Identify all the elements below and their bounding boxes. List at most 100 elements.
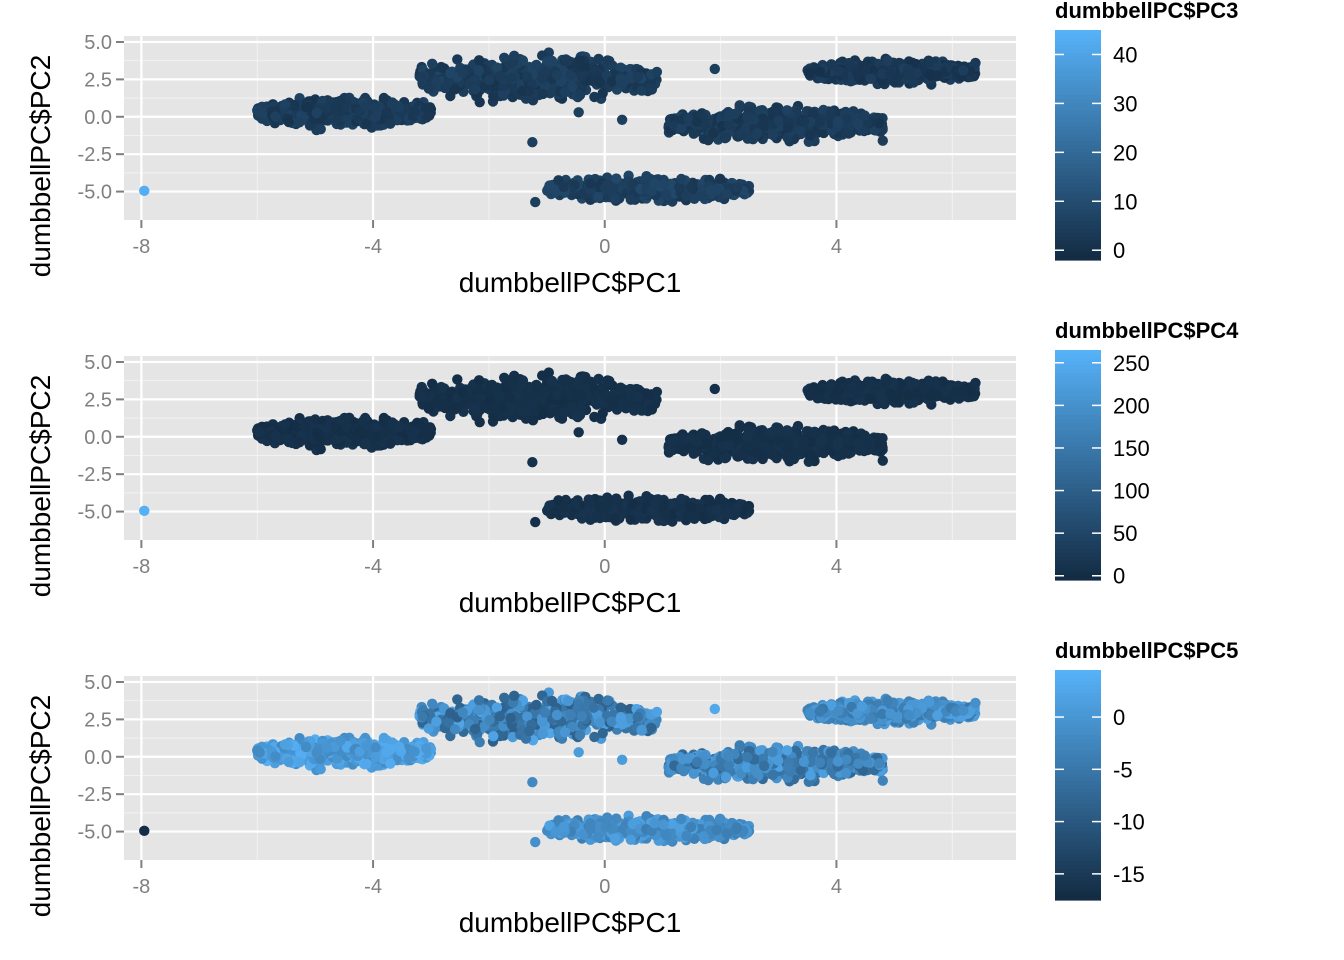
data-point (509, 370, 520, 381)
data-point (840, 127, 852, 139)
data-point (370, 431, 381, 443)
data-point (449, 84, 461, 95)
data-point (720, 452, 732, 463)
legend-tick-label: 20 (1113, 140, 1137, 165)
legend-gradient-step (1055, 206, 1101, 211)
data-point (294, 117, 305, 128)
data-point (597, 88, 608, 99)
legend-gradient-step (1055, 45, 1101, 50)
data-point (773, 435, 784, 446)
data-point (714, 493, 726, 504)
data-point (932, 70, 943, 81)
data-point (865, 73, 877, 85)
x-tick-label: -4 (364, 236, 382, 258)
data-point (602, 55, 613, 66)
data-point (551, 389, 563, 401)
data-point (574, 409, 586, 421)
data-point (742, 111, 753, 123)
data-point (723, 439, 735, 451)
data-point (452, 54, 463, 65)
data-point (832, 116, 844, 127)
legend-gradient-step (1055, 72, 1101, 77)
data-point (457, 387, 468, 398)
legend-gradient-step (1055, 175, 1101, 181)
data-point (759, 120, 770, 132)
data-point (254, 107, 265, 118)
data-point (681, 510, 692, 522)
data-point (606, 76, 617, 87)
legend-gradient-step (1055, 76, 1101, 81)
data-point (565, 69, 576, 81)
legend-gradient-step (1055, 194, 1101, 200)
data-point (546, 55, 558, 67)
data-point (488, 411, 499, 422)
data-point (300, 421, 312, 433)
data-point (385, 118, 396, 129)
x-tick-label: 0 (599, 236, 610, 258)
data-point (311, 427, 322, 439)
data-point (720, 132, 732, 143)
data-point (609, 193, 621, 204)
data-point (660, 509, 671, 520)
legend-gradient-step (1055, 229, 1101, 234)
legend-gradient-step (1055, 110, 1101, 115)
legend-tick-label: 40 (1113, 42, 1137, 67)
data-point (759, 440, 770, 452)
data-point (721, 508, 732, 519)
data-point (625, 514, 636, 525)
legend-title: dumbbellPC$PC3 (1055, 0, 1238, 23)
data-point (431, 76, 442, 87)
data-point (958, 65, 969, 76)
data-point (825, 107, 836, 118)
legend-gradient-step (1055, 129, 1101, 135)
data-point (807, 107, 819, 119)
data-point (423, 403, 434, 414)
data-point (321, 102, 332, 114)
data-point (588, 62, 599, 73)
data-point (814, 437, 826, 448)
legend-tick-label: 10 (1113, 189, 1137, 214)
data-point (688, 448, 699, 459)
data-point (494, 71, 506, 82)
data-point (877, 135, 888, 146)
data-point (711, 184, 722, 196)
legend-gradient-step (1055, 225, 1101, 230)
data-point (632, 71, 643, 83)
data-point (609, 513, 621, 524)
data-point (723, 119, 735, 131)
data-point (576, 391, 587, 402)
data-point (335, 415, 346, 426)
data-point (488, 91, 499, 102)
legend-gradient-step (1055, 168, 1101, 173)
data-point (781, 425, 793, 436)
y-tick-label: -2.5 (78, 144, 112, 166)
y-tick-label: 5.0 (84, 32, 112, 54)
data-point (676, 493, 687, 505)
legend-gradient-step (1055, 64, 1101, 69)
scatter-panel-pc4: -8 -4 0 45.02.50.0-2.5-5.0dumbbellPC$PC1dum… (25, 318, 1239, 618)
y-axis-title: dumbbellPC$PC2 (25, 55, 56, 278)
data-point (832, 436, 844, 447)
data-point (311, 107, 322, 119)
data-point (814, 66, 825, 77)
data-point (708, 447, 719, 459)
data-point (473, 375, 485, 386)
data-point (617, 79, 628, 90)
data-point (646, 82, 657, 94)
data-point (381, 427, 392, 438)
data-point (279, 99, 291, 110)
legend-gradient-step (1055, 187, 1101, 192)
data-point (417, 71, 428, 82)
data-point (625, 194, 636, 205)
data-point (773, 115, 784, 126)
data-point (417, 391, 428, 402)
y-tick-label: -5.0 (78, 182, 112, 204)
data-point (731, 502, 743, 513)
legend-gradient-step (1055, 214, 1101, 219)
data-point (624, 73, 635, 84)
data-point (874, 438, 885, 449)
legend-gradient-step (1055, 95, 1101, 100)
data-point (658, 499, 669, 510)
data-point (885, 68, 896, 79)
data-point (636, 405, 647, 416)
